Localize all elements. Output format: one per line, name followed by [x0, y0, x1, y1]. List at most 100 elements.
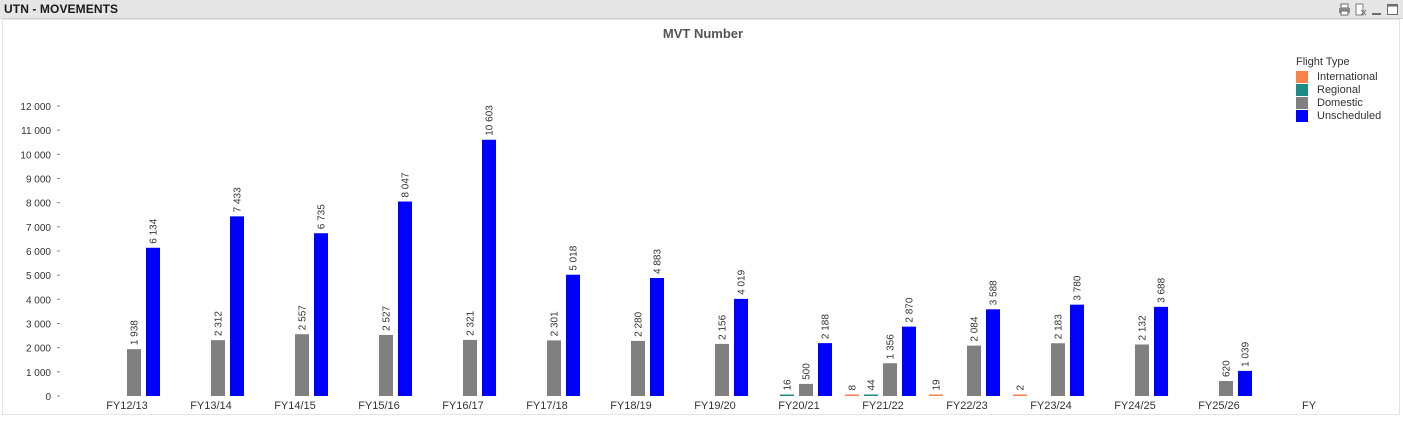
y-tick-label: 8 000 — [26, 199, 51, 210]
bar-unscheduled[interactable] — [650, 277, 664, 396]
data-label: 4 019 — [737, 269, 748, 294]
y-tick-label: 2 000 — [26, 344, 51, 355]
legend-label: Domestic — [1317, 96, 1363, 109]
data-label: 4 883 — [653, 249, 664, 274]
bar-domestic[interactable] — [295, 334, 309, 396]
data-label: 6 134 — [149, 218, 160, 243]
data-label: 2 156 — [718, 314, 729, 339]
bar-unscheduled[interactable] — [230, 216, 244, 396]
legend-label: Unscheduled — [1317, 109, 1382, 122]
bar-domestic[interactable] — [211, 340, 225, 396]
clear-selection-icon[interactable] — [1354, 3, 1367, 16]
legend-label: Regional — [1317, 83, 1361, 96]
bar-domestic[interactable] — [1051, 343, 1065, 396]
y-tick-label: 0 — [45, 392, 51, 403]
maximize-icon[interactable] — [1386, 3, 1399, 16]
bar-domestic[interactable] — [883, 363, 897, 396]
y-tick-label: 11 000 — [21, 126, 51, 137]
x-tick-label: FY19/20 — [694, 400, 736, 412]
data-label: 2 188 — [821, 314, 832, 339]
legend: Flight Type International Regional Domesti… — [1296, 56, 1381, 122]
data-label: 3 780 — [1073, 275, 1084, 300]
data-label: 3 588 — [989, 280, 1000, 305]
data-label: 2 870 — [905, 297, 916, 322]
x-tick-label: FY18/19 — [610, 400, 652, 412]
bar-unscheduled[interactable] — [986, 309, 1000, 396]
x-tick-label: FY13/14 — [190, 400, 232, 412]
legend-swatch — [1296, 70, 1308, 83]
data-label: 2 — [1016, 385, 1027, 391]
bar-regional[interactable] — [780, 394, 794, 397]
bar-domestic[interactable] — [379, 334, 393, 396]
bar-unscheduled[interactable] — [1154, 306, 1168, 396]
x-tick-label: FY24/25 — [1114, 400, 1156, 412]
legend-item[interactable]: Regional — [1296, 83, 1381, 96]
bar-unscheduled[interactable] — [902, 326, 916, 396]
x-axis: FY12/13 FY13/14 FY14/15 FY15/16 FY16/17 FY17/… — [106, 400, 1240, 412]
bar-domestic[interactable] — [715, 343, 729, 396]
bar-international[interactable] — [845, 394, 859, 397]
bar-international[interactable] — [929, 394, 943, 397]
bar-international[interactable] — [1013, 394, 1027, 397]
data-label: 3 688 — [1157, 277, 1168, 302]
data-label: 2 301 — [550, 311, 561, 336]
y-axis: 0 1 000 2 000 3 000 4 000 5 000 6 000 7 000 8 00… — [20, 102, 60, 403]
data-label: 16 — [783, 379, 794, 391]
bar-domestic[interactable] — [799, 383, 813, 396]
data-label: 1 356 — [886, 334, 897, 359]
bar-regional[interactable] — [864, 394, 878, 397]
legend-item[interactable]: Unscheduled — [1296, 109, 1381, 122]
bar-domestic[interactable] — [127, 349, 141, 396]
data-label: 1 039 — [1241, 341, 1252, 366]
data-label: 2 321 — [466, 310, 477, 335]
bar-domestic[interactable] — [967, 345, 981, 396]
bar-unscheduled[interactable] — [146, 247, 160, 396]
data-label: 44 — [867, 379, 878, 391]
window-title: UTN - MOVEMENTS — [4, 2, 119, 16]
bar-domestic[interactable] — [463, 339, 477, 396]
bar-domestic[interactable] — [1219, 381, 1233, 396]
x-tick-label: FY12/13 — [106, 400, 148, 412]
bar-unscheduled[interactable] — [1238, 370, 1252, 396]
data-label: 8 — [848, 385, 859, 391]
bar-domestic[interactable] — [547, 340, 561, 396]
x-tick-label: FY25/26 — [1198, 400, 1240, 412]
data-label: 7 433 — [233, 187, 244, 212]
data-label: 10 603 — [485, 105, 496, 136]
print-icon[interactable] — [1338, 3, 1351, 16]
y-tick-label: 1 000 — [26, 368, 51, 379]
data-label: 1 938 — [130, 320, 141, 345]
bar-unscheduled[interactable] — [1070, 304, 1084, 396]
data-label: 500 — [802, 363, 813, 380]
x-tick-label: FY16/17 — [442, 400, 484, 412]
bar-unscheduled[interactable] — [314, 233, 328, 396]
bar-unscheduled[interactable] — [482, 139, 496, 396]
y-tick-label: 5 000 — [26, 271, 51, 282]
legend-label: International — [1317, 70, 1378, 83]
data-label: 2 084 — [970, 316, 981, 341]
bar-unscheduled[interactable] — [398, 201, 412, 396]
bar-unscheduled[interactable] — [818, 343, 832, 396]
chart-title: MVT Number — [663, 26, 743, 41]
x-tick-label: FY14/15 — [274, 400, 316, 412]
y-tick-label: 10 000 — [20, 150, 51, 161]
legend-item[interactable]: Domestic — [1296, 96, 1381, 109]
data-label: 6 735 — [317, 204, 328, 229]
y-tick-label: 9 000 — [26, 175, 51, 186]
x-tick-label: FY23/24 — [1030, 400, 1072, 412]
x-tick-label: FY22/23 — [946, 400, 988, 412]
bar-unscheduled[interactable] — [566, 274, 580, 396]
x-tick-label: FY15/16 — [358, 400, 400, 412]
legend-item[interactable]: International — [1296, 70, 1381, 83]
bar-unscheduled[interactable] — [734, 298, 748, 396]
legend-items: International Regional Domestic Unscheduled — [1296, 70, 1381, 122]
y-tick-label: 12 000 — [20, 102, 51, 113]
x-tick-label: FY21/22 — [862, 400, 904, 412]
bar-domestic[interactable] — [631, 340, 645, 396]
data-label: 2 183 — [1054, 314, 1065, 339]
bar-domestic[interactable] — [1135, 344, 1149, 396]
minimize-icon[interactable] — [1370, 3, 1383, 16]
legend-title: Flight Type — [1296, 56, 1350, 68]
legend-swatch — [1296, 109, 1308, 122]
